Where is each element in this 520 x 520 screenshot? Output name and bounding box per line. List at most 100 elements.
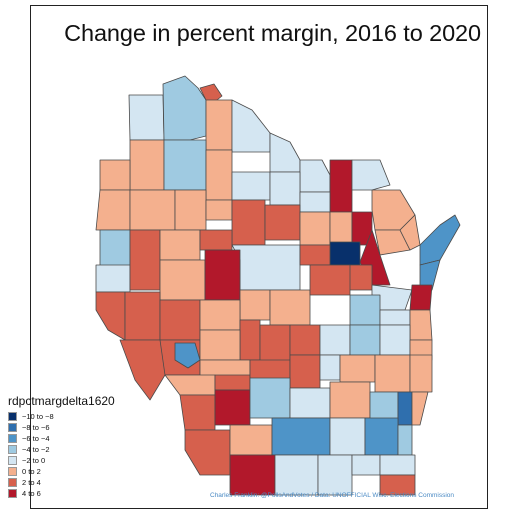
legend-swatch [8, 412, 17, 421]
county-region [411, 391, 429, 426]
county-region [129, 139, 165, 191]
county-region [319, 324, 351, 356]
county-region [164, 374, 216, 396]
legend-swatch [8, 423, 17, 432]
county-region [205, 149, 233, 201]
county-region [184, 429, 231, 476]
legend-label: 2 to 4 [22, 478, 41, 487]
county-region [419, 214, 461, 266]
legend-swatch [8, 478, 17, 487]
county-region [179, 394, 216, 431]
county-region [249, 377, 291, 419]
county-region [159, 259, 206, 301]
legend-swatch [8, 467, 17, 476]
county-region [274, 454, 319, 496]
county-region [379, 474, 416, 496]
county-region [174, 189, 207, 231]
legend-swatch [8, 489, 17, 498]
legend-item: −10 to −8 [8, 411, 115, 422]
county-region [214, 374, 251, 391]
county-region [271, 417, 331, 456]
county-region [231, 199, 266, 246]
county-region [204, 249, 241, 301]
county-region [259, 324, 291, 366]
county-region [163, 139, 207, 191]
county-region [309, 264, 351, 296]
county-region [299, 244, 331, 266]
county-region [129, 229, 161, 291]
county-region [95, 264, 131, 293]
county-region [119, 339, 166, 401]
county-region [159, 229, 201, 261]
county-region [409, 309, 433, 341]
legend-swatch [8, 445, 17, 454]
county-region [289, 324, 321, 356]
county-region [99, 159, 131, 191]
legend-label: −10 to −8 [22, 412, 54, 421]
county-region [229, 454, 276, 496]
county-region [349, 294, 381, 326]
county-region [239, 289, 271, 321]
county-region [339, 354, 376, 383]
county-region [329, 241, 361, 266]
county-region [374, 354, 411, 393]
county-region [214, 389, 251, 426]
county-region [317, 454, 353, 496]
county-region [329, 417, 366, 456]
county-region [299, 211, 331, 246]
county-region [299, 191, 331, 213]
county-region [397, 424, 413, 456]
county-region [299, 159, 331, 193]
legend-item: 0 to 2 [8, 466, 115, 477]
county-region [205, 99, 233, 151]
county-region [95, 291, 126, 341]
legend-label: −2 to 0 [22, 456, 46, 465]
legend-title: rdpctmargdelta1620 [8, 394, 115, 408]
county-region [269, 289, 311, 326]
county-region [369, 391, 399, 421]
map-title: Change in percent margin, 2016 to 2020 [64, 20, 481, 46]
county-region [289, 387, 331, 419]
legend-item: −8 to −6 [8, 422, 115, 433]
legend-item: 4 to 6 [8, 488, 115, 499]
legend-item: −4 to −2 [8, 444, 115, 455]
county-region [174, 342, 201, 369]
county-region [199, 299, 241, 331]
county-region [205, 199, 233, 221]
data-credit: Charles Franklin: @PollsAndVotes / Data:… [210, 492, 455, 499]
county-region [379, 454, 416, 476]
county-region [95, 189, 131, 231]
county-region [162, 75, 207, 141]
county-region [99, 229, 131, 271]
legend-items: −10 to −8 −8 to −6 −6 to −4 −4 to −2 −2 to 0… [8, 411, 115, 499]
county-region [397, 391, 413, 426]
legend-label: 0 to 2 [22, 467, 41, 476]
legend-label: −4 to −2 [22, 445, 50, 454]
county-region [239, 319, 261, 361]
county-region [409, 354, 433, 393]
county-region [231, 244, 301, 291]
legend-label: 4 to 6 [22, 489, 41, 498]
county-region [128, 94, 165, 141]
county-region [329, 159, 353, 213]
county-region [319, 354, 341, 381]
legend-item: 2 to 4 [8, 477, 115, 488]
legend-item: −6 to −4 [8, 433, 115, 444]
county-region [269, 132, 301, 173]
county-region [229, 424, 273, 456]
county-region [199, 229, 233, 251]
county-region [329, 381, 371, 419]
county-region [231, 99, 271, 153]
county-region [349, 324, 381, 356]
county-region [351, 159, 391, 191]
county-region [129, 189, 176, 231]
county-region [351, 454, 381, 476]
county-region [269, 171, 301, 206]
county-region [124, 291, 161, 341]
county-region [289, 354, 321, 389]
county-region [409, 284, 433, 311]
county-region [264, 204, 301, 241]
county-region [364, 417, 399, 456]
county-region [199, 329, 241, 361]
